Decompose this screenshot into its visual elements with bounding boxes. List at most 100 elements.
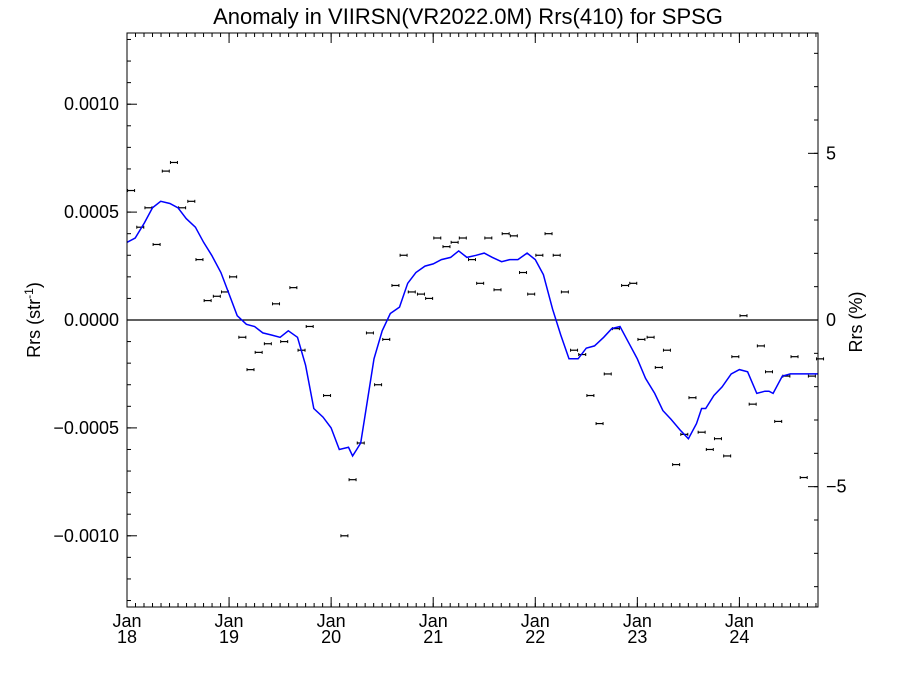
data-point	[493, 288, 502, 292]
data-point	[433, 236, 442, 240]
x-tick-label-month: Jan	[419, 611, 448, 631]
x-tick-label-year: 18	[117, 627, 137, 647]
x-tick-label-year: 24	[729, 627, 749, 647]
data-point	[365, 331, 374, 335]
data-point	[289, 286, 298, 290]
y-tick-label: 0.0000	[64, 310, 119, 330]
y2-tick-label: 0	[826, 310, 836, 330]
chart-title: Anomaly in VIIRSN(VR2022.0M) Rrs(410) fo…	[213, 4, 723, 29]
x-tick-label-year: 21	[423, 627, 443, 647]
data-point	[544, 232, 553, 236]
data-point	[399, 253, 408, 257]
data-point	[187, 199, 196, 203]
data-point	[467, 258, 476, 262]
y2-axis-label: Rrs (%)	[846, 292, 866, 353]
data-point	[527, 292, 536, 296]
y-tick-label: 0.0010	[64, 94, 119, 114]
data-point	[254, 350, 263, 354]
data-point	[272, 302, 281, 306]
data-point	[697, 430, 706, 434]
data-point	[280, 340, 289, 344]
data-point	[535, 253, 544, 257]
data-point	[348, 478, 357, 482]
data-point	[646, 335, 655, 339]
data-point	[391, 283, 400, 287]
x-tick-label-month: Jan	[317, 611, 346, 631]
data-point	[799, 476, 808, 480]
data-point	[621, 283, 630, 287]
data-point	[552, 253, 561, 257]
data-point	[765, 370, 774, 374]
data-point	[161, 169, 170, 173]
data-point	[654, 365, 663, 369]
y-tick-label: −0.0010	[53, 526, 119, 546]
data-point	[305, 324, 314, 328]
x-tick-label-month: Jan	[623, 611, 652, 631]
x-tick-label-month: Jan	[521, 611, 550, 631]
x-tick-label-month: Jan	[725, 611, 754, 631]
data-point	[425, 296, 434, 300]
data-point	[458, 236, 467, 240]
data-point	[731, 355, 740, 359]
data-point	[169, 160, 178, 164]
data-point	[442, 245, 451, 249]
x-tick-label-month: Jan	[112, 611, 141, 631]
data-point	[637, 337, 646, 341]
data-point	[382, 337, 391, 341]
x-tick-label-month: Jan	[215, 611, 244, 631]
y-tick-label: −0.0005	[53, 418, 119, 438]
y-tick-label: 0.0005	[64, 202, 119, 222]
data-point	[739, 314, 748, 318]
data-point	[595, 422, 604, 426]
data-point	[374, 383, 383, 387]
data-point	[340, 534, 349, 538]
data-point	[127, 189, 136, 193]
data-point	[807, 374, 816, 378]
y-axis-label: Rrs (str-1)	[22, 282, 44, 358]
data-point	[713, 437, 722, 441]
data-point	[416, 292, 425, 296]
data-point	[629, 281, 638, 285]
x-tick-label-year: 20	[321, 627, 341, 647]
data-point	[212, 294, 221, 298]
data-point	[323, 394, 332, 398]
axes: 0.00100.00050.0000−0.0005−0.001050−5Jan1…	[53, 33, 847, 647]
data-point	[509, 234, 518, 238]
data-point	[705, 447, 714, 451]
data-point	[229, 275, 238, 279]
data-point	[450, 240, 459, 244]
data-point	[476, 281, 485, 285]
x-tick-label-year: 19	[219, 627, 239, 647]
data-point	[238, 335, 247, 339]
anomaly-line	[126, 200, 818, 458]
data-point	[152, 242, 161, 246]
y2-tick-label: −5	[826, 477, 847, 497]
data-point	[790, 355, 799, 359]
data-point	[501, 232, 510, 236]
data-point	[723, 454, 732, 458]
data-point	[756, 344, 765, 348]
x-tick-label-year: 22	[525, 627, 545, 647]
data-point	[662, 348, 671, 352]
data-point	[570, 348, 579, 352]
data-point	[603, 372, 612, 376]
data-point	[263, 342, 272, 346]
data-point	[203, 299, 212, 303]
data-point	[519, 271, 528, 275]
data-point	[195, 258, 204, 262]
data-marks	[126, 160, 825, 538]
plot-frame	[126, 32, 819, 608]
data-point	[688, 396, 697, 400]
data-point	[144, 206, 153, 210]
data-point	[774, 419, 783, 423]
data-point	[672, 463, 681, 467]
data-point	[560, 290, 569, 294]
data-point	[586, 394, 595, 398]
data-point	[748, 402, 757, 406]
data-point	[246, 368, 255, 372]
y2-tick-label: 5	[826, 143, 836, 163]
data-point	[407, 290, 416, 294]
x-tick-label-year: 23	[627, 627, 647, 647]
data-point	[484, 236, 493, 240]
